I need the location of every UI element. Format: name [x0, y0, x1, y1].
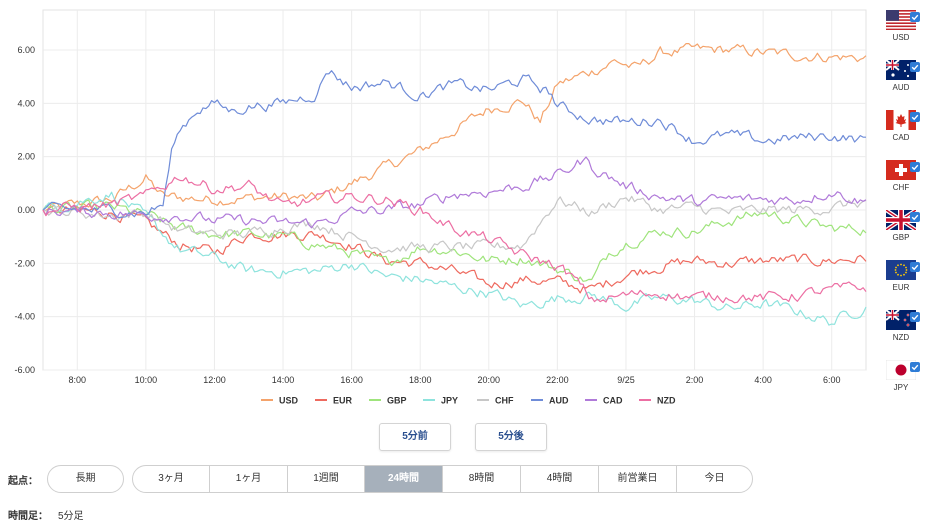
- currency-toggle-usd[interactable]: USD: [876, 10, 926, 58]
- currency-toggle-eur[interactable]: EUR: [876, 260, 926, 308]
- series-line-gbp: [42, 199, 867, 282]
- legend-label-chf[interactable]: CHF: [495, 396, 514, 406]
- checkbox-checked-icon[interactable]: [910, 312, 920, 322]
- period-option-2[interactable]: 1週間: [288, 466, 365, 492]
- x-axis-ticks: 8:00 10:00 12:00 14:00 16:00 18:00 20:00 22:00 9…: [69, 375, 841, 385]
- period-option-4[interactable]: 8時間: [443, 466, 521, 492]
- period-long-button[interactable]: 長期: [47, 465, 124, 493]
- currency-code-label: GBP: [892, 233, 910, 242]
- period-option-5[interactable]: 4時間: [521, 466, 599, 492]
- checkbox-checked-icon[interactable]: [910, 12, 920, 22]
- currency-code-label: NZD: [892, 333, 910, 342]
- period-option-3[interactable]: 24時間: [365, 466, 443, 492]
- currency-code-label: EUR: [892, 283, 910, 292]
- x-tick-label: 14:00: [272, 375, 295, 385]
- interval-label: 時間足：: [8, 511, 48, 522]
- fx-strength-chart: 6.00 4.00 2.00 0.00 -2.00 -4.00 -6.00 8:00 10:0…: [14, 9, 867, 406]
- plot-border: [42, 9, 867, 371]
- legend-label-usd[interactable]: USD: [279, 396, 299, 406]
- currency-toggle-aud[interactable]: AUD: [876, 60, 926, 108]
- currency-sidebar: USD AUD CAD CHF GBP EUR NZD JPY: [876, 8, 926, 408]
- series-line-aud: [42, 70, 867, 219]
- x-tick-label: 10:00: [135, 375, 158, 385]
- series-line-usd: [42, 42, 867, 212]
- us-flag-icon: [886, 10, 916, 30]
- currency-toggle-gbp[interactable]: GBP: [876, 210, 926, 258]
- ch-flag-icon: [886, 160, 916, 180]
- legend-label-gbp[interactable]: GBP: [387, 396, 407, 406]
- y-tick-label: -2.00: [14, 258, 35, 268]
- currency-code-label: USD: [892, 33, 910, 42]
- y-tick-label: 2.00: [17, 152, 35, 162]
- currency-code-label: CHF: [892, 183, 910, 192]
- legend-label-aud[interactable]: AUD: [549, 396, 569, 406]
- next-5min-button[interactable]: 5分後: [475, 423, 547, 451]
- legend: USD EUR GBP JPY CHF AUD CAD NZD: [261, 396, 676, 406]
- x-tick-label: 20:00: [478, 375, 501, 385]
- checkbox-checked-icon[interactable]: [910, 362, 920, 372]
- period-selector: 3ヶ月 1ヶ月 1週間 24時間 8時間 4時間 前営業日 今日: [132, 465, 753, 493]
- x-tick-label: 18:00: [409, 375, 432, 385]
- currency-toggle-nzd[interactable]: NZD: [876, 310, 926, 358]
- currency-toggle-jpy[interactable]: JPY: [876, 360, 926, 408]
- checkbox-checked-icon[interactable]: [910, 262, 920, 272]
- jp-flag-icon: [886, 360, 916, 380]
- currency-toggle-cad[interactable]: CAD: [876, 110, 926, 158]
- series-line-cad: [42, 156, 867, 229]
- legend-label-cad[interactable]: CAD: [603, 396, 623, 406]
- series-line-jpy: [42, 191, 867, 326]
- currency-toggle-chf[interactable]: CHF: [876, 160, 926, 208]
- interval-value: 5分足: [58, 511, 84, 522]
- x-tick-label: 12:00: [203, 375, 226, 385]
- prev-5min-button[interactable]: 5分前: [379, 423, 451, 451]
- y-tick-label: 4.00: [17, 98, 35, 108]
- x-tick-label: 22:00: [546, 375, 569, 385]
- eu-flag-icon: [886, 260, 916, 280]
- currency-code-label: CAD: [892, 133, 910, 142]
- au-flag-icon: [886, 60, 916, 80]
- period-option-6[interactable]: 前営業日: [599, 466, 677, 492]
- currency-code-label: AUD: [892, 83, 910, 92]
- x-tick-label: 8:00: [69, 375, 87, 385]
- y-tick-label: -6.00: [14, 365, 35, 375]
- checkbox-checked-icon[interactable]: [910, 212, 920, 222]
- period-option-7[interactable]: 今日: [704, 473, 725, 484]
- checkbox-checked-icon[interactable]: [910, 162, 920, 172]
- series-line-eur: [42, 204, 867, 294]
- x-tick-label: 4:00: [754, 375, 772, 385]
- y-tick-label: 6.00: [17, 45, 35, 55]
- grid-lines: [42, 9, 867, 371]
- checkbox-checked-icon[interactable]: [910, 112, 920, 122]
- x-tick-label: 9/25: [617, 375, 635, 385]
- start-point-label: 起点：: [8, 476, 38, 487]
- x-tick-label: 16:00: [340, 375, 363, 385]
- currency-code-label: JPY: [893, 383, 909, 392]
- y-tick-label: 0.00: [17, 205, 35, 215]
- series-lines: [42, 42, 867, 326]
- x-tick-label: 6:00: [823, 375, 841, 385]
- period-option-1[interactable]: 1ヶ月: [210, 466, 288, 492]
- x-tick-label: 2:00: [686, 375, 704, 385]
- checkbox-checked-icon[interactable]: [910, 62, 920, 72]
- series-line-nzd: [42, 176, 867, 304]
- legend-label-jpy[interactable]: JPY: [441, 396, 458, 406]
- legend-label-eur[interactable]: EUR: [333, 396, 353, 406]
- period-option-0[interactable]: 3ヶ月: [133, 466, 210, 492]
- y-tick-label: -4.00: [14, 312, 35, 322]
- legend-label-nzd[interactable]: NZD: [657, 396, 676, 406]
- y-axis-ticks: 6.00 4.00 2.00 0.00 -2.00 -4.00 -6.00: [14, 45, 35, 375]
- series-line-chf: [42, 195, 867, 254]
